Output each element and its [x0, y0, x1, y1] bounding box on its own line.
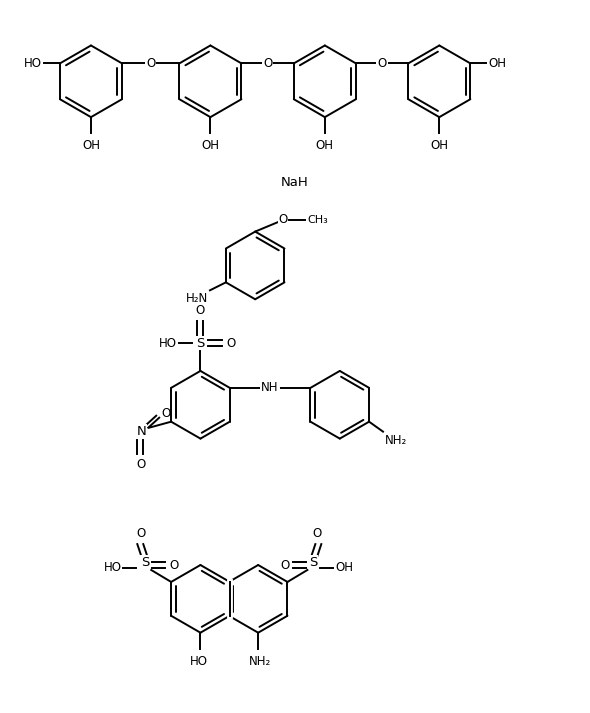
Text: O: O: [278, 213, 288, 226]
Text: N: N: [136, 425, 146, 438]
Text: O: O: [137, 527, 146, 540]
Text: CH₃: CH₃: [307, 215, 327, 225]
Text: S: S: [196, 337, 205, 349]
Text: NaH: NaH: [281, 176, 309, 190]
Text: NH₂: NH₂: [249, 655, 271, 667]
Text: O: O: [169, 558, 178, 572]
Text: NH₂: NH₂: [385, 434, 407, 446]
Text: O: O: [280, 558, 290, 572]
Text: OH: OH: [82, 139, 100, 152]
Text: OH: OH: [430, 139, 448, 152]
Text: HO: HO: [24, 57, 42, 70]
Text: OH: OH: [316, 139, 334, 152]
Text: H₂N: H₂N: [186, 292, 208, 305]
Text: O: O: [196, 304, 205, 317]
Text: OH: OH: [201, 139, 219, 152]
Text: O: O: [137, 458, 146, 471]
Text: OH: OH: [335, 562, 353, 575]
Text: O: O: [263, 57, 272, 70]
Text: O: O: [227, 337, 235, 349]
Text: O: O: [313, 527, 322, 540]
Text: HO: HO: [103, 562, 122, 575]
Text: OH: OH: [489, 57, 506, 70]
Text: O: O: [146, 57, 155, 70]
Text: S: S: [309, 555, 317, 568]
Text: NH: NH: [261, 381, 279, 394]
Text: O: O: [378, 57, 386, 70]
Text: HO: HO: [159, 337, 176, 349]
Text: S: S: [141, 555, 149, 568]
Text: HO: HO: [189, 655, 208, 667]
Text: O: O: [161, 407, 171, 420]
